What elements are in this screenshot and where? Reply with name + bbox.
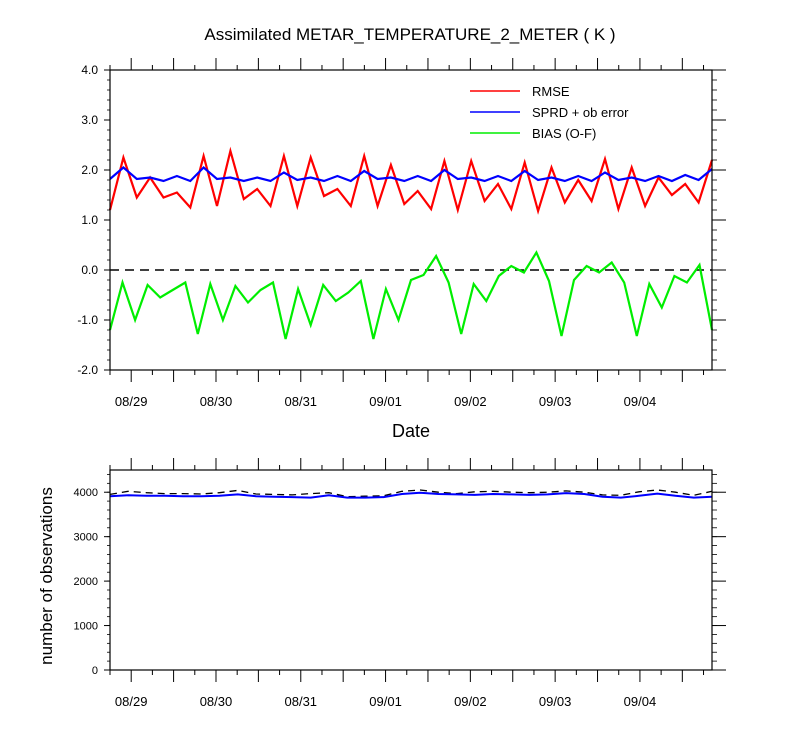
bottom-axis-ticks: 4000 3000 2000 1000 0 08/29 08/30 08/31 09/01 09/… [74,458,726,709]
bottom-x-tick-label: 08/31 [285,694,318,709]
bottom-x-tick-label: 09/04 [624,694,657,709]
bottom-plot-frame [109,469,713,671]
bottom-series-line-0 [109,489,713,498]
series-line-1 [109,165,713,183]
bottom-x-tick-label: 09/02 [454,694,487,709]
top-y-tick-label: 4.0 [81,63,98,77]
top-x-tick-label: 08/30 [200,394,233,409]
top-x-tick-label: 09/02 [454,394,487,409]
chart-title: Assimilated METAR_TEMPERATURE_2_METER ( … [204,25,615,44]
series-line-2 [108,250,714,340]
bottom-y-axis-label: number of observations [37,487,56,665]
bottom-y-tick-label: 3000 [74,532,98,544]
top-panel: 4.0 3.0 2.0 1.0 0.0 -1.0 -2.0 08/29 08/30 08/31 09… [77,58,726,441]
bottom-y-tick-label: 4000 [74,487,98,499]
top-y-tick-label: -2.0 [77,363,98,377]
legend: RMSE SPRD + ob error BIAS (O-F) [470,84,629,141]
bottom-y-tick-label: 1000 [74,621,98,633]
legend-label-bias: BIAS (O-F) [532,126,596,141]
bottom-y-tick-label: 2000 [74,576,98,588]
legend-label-rmse: RMSE [532,84,570,99]
top-x-tick-label: 09/03 [539,394,572,409]
legend-label-sprd: SPRD + ob error [532,105,629,120]
top-y-tick-label: 0.0 [81,263,98,277]
top-y-tick-label: 3.0 [81,113,98,127]
top-x-axis-label: Date [392,421,430,441]
bottom-x-tick-label: 08/29 [115,694,148,709]
top-axis-ticks: 4.0 3.0 2.0 1.0 0.0 -1.0 -2.0 08/29 08/30 08/31 09… [77,58,726,409]
bottom-x-tick-label: 08/30 [200,694,233,709]
top-plot-frame [109,69,713,371]
top-series-group [108,146,714,340]
top-x-tick-label: 09/01 [369,394,402,409]
series-line-0 [108,146,714,215]
top-y-tick-label: 1.0 [81,213,98,227]
bottom-series-line-1 [109,491,713,499]
top-x-tick-label: 09/04 [624,394,657,409]
bottom-series-group [109,489,713,499]
top-x-tick-label: 08/31 [285,394,318,409]
bottom-panel: 4000 3000 2000 1000 0 08/29 08/30 08/31 09/01 09/… [37,458,726,709]
bottom-x-tick-label: 09/01 [369,694,402,709]
bottom-y-tick-label: 0 [92,665,98,677]
bottom-x-tick-label: 09/03 [539,694,572,709]
top-x-tick-label: 08/29 [115,394,148,409]
top-y-tick-label: 2.0 [81,163,98,177]
top-y-tick-label: -1.0 [77,313,98,327]
